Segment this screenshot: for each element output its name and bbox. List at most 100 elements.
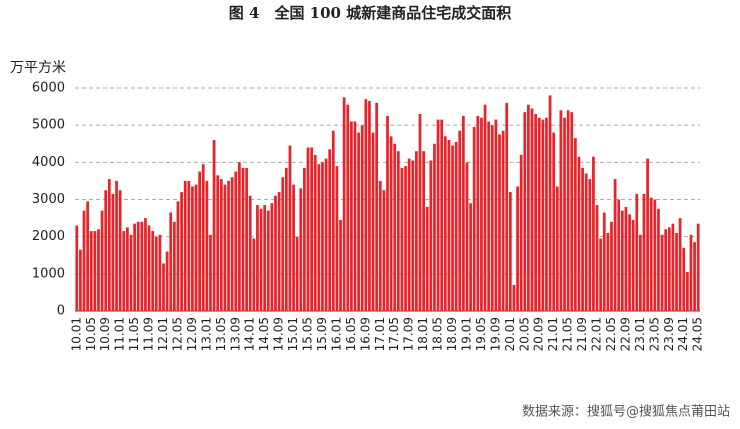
bar [147,225,151,311]
bar [350,121,353,311]
x-tick-label: 22.01 [590,317,604,351]
bar [288,145,292,311]
bar [183,180,187,311]
x-tick-label: 10.01 [69,317,83,351]
bar [107,179,111,311]
bar [523,112,527,312]
bar [407,158,411,311]
bar [635,193,639,311]
bar [469,203,472,311]
bar [375,102,379,311]
bar [364,99,368,312]
bar [494,119,498,311]
bar [382,190,386,311]
bar [682,247,686,311]
bar [245,167,248,311]
bar [317,164,321,311]
bar [209,234,212,311]
bar [248,195,252,311]
bar [328,149,332,311]
bar [310,147,314,311]
bar [324,158,328,311]
bar [685,271,689,311]
bar [545,117,548,311]
x-tick-label: 24.01 [676,317,690,351]
bar [303,167,306,311]
bar [480,117,483,311]
bar [501,130,505,311]
y-tick-label: 2000 [32,229,65,244]
bar [368,101,371,311]
x-tick-label: 18.09 [445,317,459,351]
bar [555,186,559,311]
y-tick-label: 0 [57,304,65,319]
bar [671,223,675,311]
x-tick-label: 23.05 [647,317,661,351]
bar [631,219,635,311]
bar [97,229,100,311]
bar [418,114,422,312]
bar [512,284,516,311]
bar [592,156,595,311]
bar [440,119,444,311]
bar [508,192,512,311]
bar [281,177,285,311]
chart-title: 图 4 全国 100 城新建商品住宅成交面积 [229,4,511,22]
bar [270,203,274,311]
bar [396,151,400,311]
bar [180,192,183,311]
x-tick-label: 17.05 [387,317,401,351]
bar [122,231,126,311]
bar [664,229,668,311]
bar [201,164,205,311]
bar [458,130,462,311]
source: 数据来源：搜狐号@搜狐焦点莆田站 [522,405,730,420]
bar [552,132,556,311]
bar [613,179,617,311]
bar [610,221,613,311]
bar [451,145,454,311]
x-tick-label: 11.01 [113,317,127,351]
bar [313,154,317,311]
bar [274,195,277,311]
x-tick-label: 12.05 [170,317,184,351]
x-tick-label: 13.09 [228,317,242,351]
bar [154,236,158,311]
x-tick-label: 13.05 [214,317,228,351]
x-tick-label: 16.05 [344,317,358,351]
bar [129,234,133,311]
x-tick-label: 15.01 [286,317,300,351]
bar [537,117,541,311]
bar [389,136,393,311]
bar [241,167,245,311]
bar [194,184,198,311]
x-tick-label: 19.05 [474,317,488,351]
bar [321,162,324,311]
bar [256,205,259,311]
bar [306,147,310,311]
x-tick-label: 20.05 [517,317,531,351]
bar [212,140,216,311]
bar [79,249,82,311]
bar [198,171,202,311]
bar [570,112,574,312]
bar [162,263,165,311]
bar [115,180,118,311]
bar [360,125,364,312]
y-tick-label: 6000 [32,81,65,96]
bar [693,242,696,311]
x-tick-label: 22.09 [618,317,632,351]
x-tick-label: 15.05 [301,317,315,351]
x-tick-label: 21.01 [546,317,560,351]
x-tick-label: 21.09 [575,317,589,351]
x-tick-label: 17.01 [373,317,387,351]
bar [657,208,660,311]
bar [516,186,519,311]
x-tick-label: 18.05 [431,317,445,351]
bar [82,210,86,311]
bar [172,221,176,311]
x-tick-label: 18.01 [416,317,430,351]
bar [295,236,299,311]
bar [234,171,238,311]
x-tick-label: 16.09 [358,317,372,351]
